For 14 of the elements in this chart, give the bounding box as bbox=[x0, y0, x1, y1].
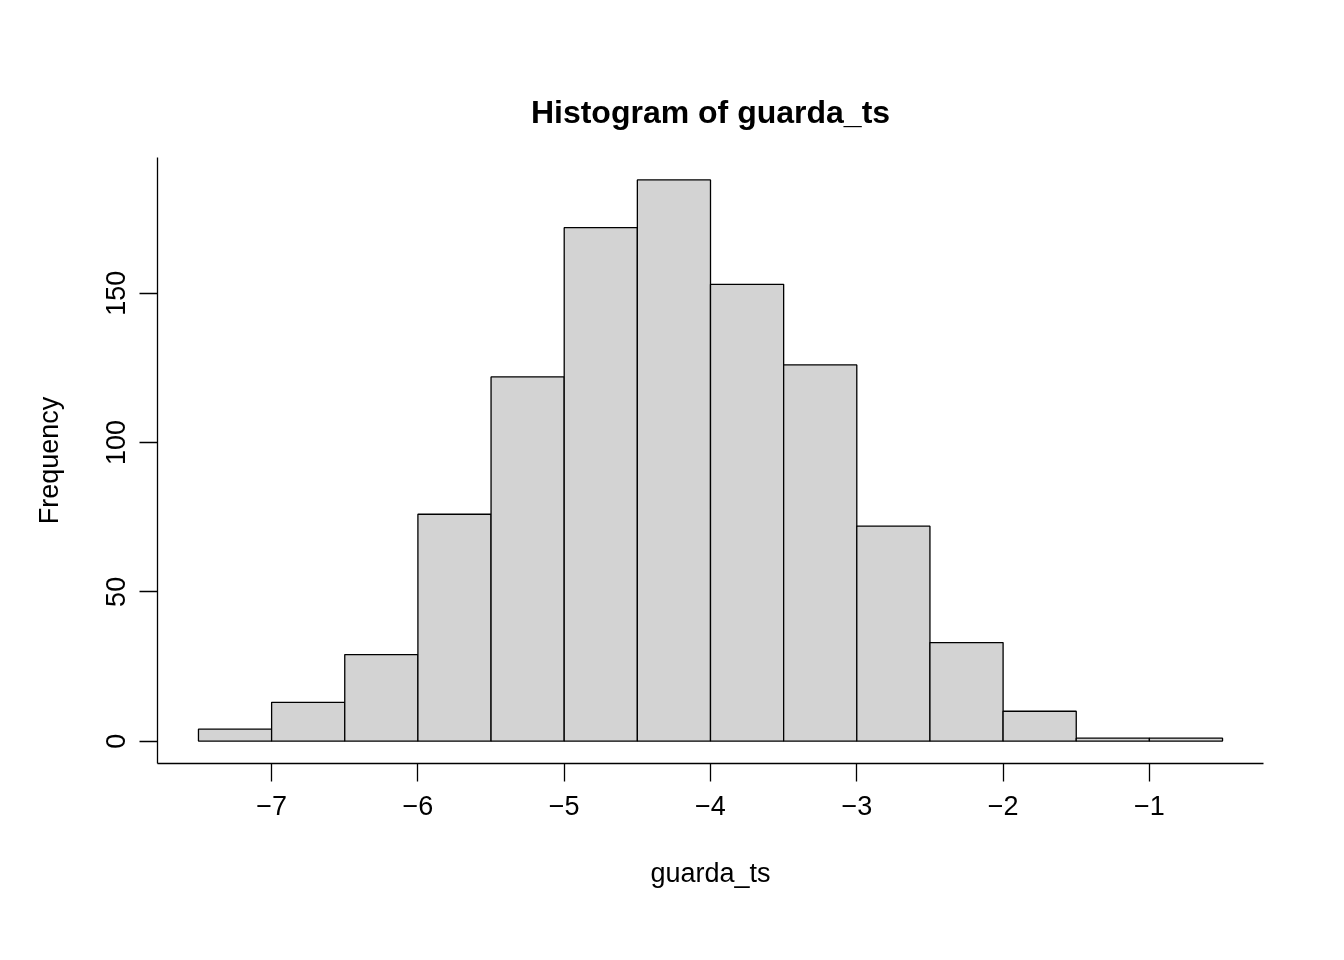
x-axis-title: guarda_ts bbox=[650, 857, 771, 888]
y-axis-title: Frequency bbox=[33, 396, 64, 525]
y-tick-label: 150 bbox=[101, 270, 132, 316]
x-tick-label: −2 bbox=[987, 790, 1019, 821]
x-tick-label: −5 bbox=[548, 790, 580, 821]
x-tick-label: −4 bbox=[695, 790, 726, 821]
y-tick-label: 0 bbox=[101, 733, 132, 749]
x-tick-label: −3 bbox=[841, 790, 873, 821]
x-tick-label: −7 bbox=[256, 790, 288, 821]
y-tick-label: 50 bbox=[101, 576, 132, 607]
x-tick-label: −6 bbox=[402, 790, 434, 821]
chart-title: Histogram of guarda_ts bbox=[530, 94, 891, 130]
y-tick-label: 100 bbox=[101, 420, 132, 466]
x-tick-label: −1 bbox=[1134, 790, 1165, 821]
